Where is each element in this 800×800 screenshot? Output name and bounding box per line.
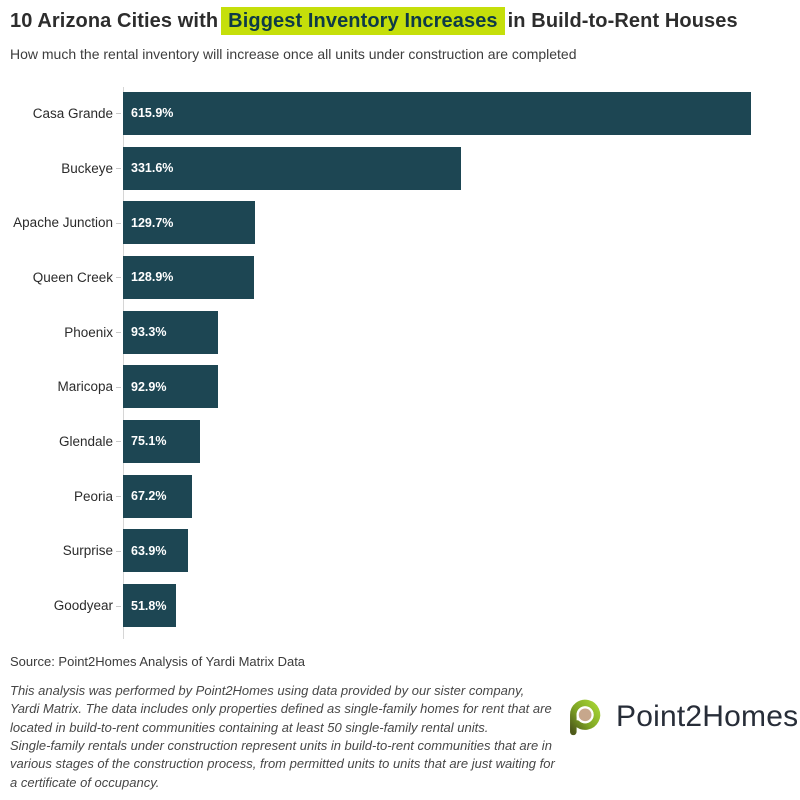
- category-label: Peoria: [10, 489, 123, 504]
- point2homes-logo: Point2Homes: [565, 696, 798, 738]
- bar-track: 128.9%: [123, 255, 751, 299]
- bar-track: 51.8%: [123, 584, 751, 628]
- y-axis-line: [123, 87, 124, 639]
- category-label: Buckeye: [10, 161, 123, 176]
- bar-row: Goodyear 51.8%: [10, 578, 790, 633]
- bar-track: 93.3%: [123, 310, 751, 354]
- axis-tick-mark: [116, 168, 121, 170]
- axis-tick-mark: [116, 332, 121, 334]
- bar-row: Buckeye 331.6%: [10, 141, 790, 196]
- bar-track: 92.9%: [123, 365, 751, 409]
- category-label: Maricopa: [10, 379, 123, 394]
- axis-tick-mark: [116, 222, 121, 224]
- bar-row: Apache Junction 129.7%: [10, 195, 790, 250]
- value-label: 75.1%: [131, 434, 167, 449]
- value-label: 129.7%: [131, 215, 174, 230]
- category-label: Goodyear: [10, 598, 123, 613]
- bar-track: 129.7%: [123, 201, 751, 245]
- bar: 63.9%: [123, 529, 189, 573]
- category-label: Queen Creek: [10, 270, 123, 285]
- bar-track: 75.1%: [123, 419, 751, 463]
- axis-tick-mark: [116, 277, 121, 279]
- page-title: 10 Arizona Cities with Biggest Inventory …: [10, 7, 738, 35]
- value-label: 93.3%: [131, 325, 167, 340]
- category-label: Glendale: [10, 434, 123, 449]
- bar-track: 615.9%: [123, 91, 751, 135]
- axis-tick-mark: [116, 605, 121, 607]
- chart-subtitle: How much the rental inventory will incre…: [10, 46, 577, 62]
- title-highlight: Biggest Inventory Increases: [221, 7, 505, 35]
- title-prefix: 10 Arizona Cities with: [10, 10, 219, 32]
- bar-row: Maricopa 92.9%: [10, 359, 790, 414]
- bar-track: 63.9%: [123, 529, 751, 573]
- bar-row: Queen Creek 128.9%: [10, 250, 790, 305]
- bar-row: Casa Grande 615.9%: [10, 86, 790, 141]
- bar-track: 331.6%: [123, 146, 751, 190]
- value-label: 331.6%: [131, 161, 174, 176]
- value-label: 51.8%: [131, 598, 167, 613]
- bar-row: Peoria 67.2%: [10, 469, 790, 524]
- value-label: 615.9%: [131, 106, 174, 121]
- bar: 128.9%: [123, 255, 255, 299]
- category-label: Surprise: [10, 543, 123, 558]
- axis-tick-mark: [116, 496, 121, 498]
- bar: 331.6%: [123, 146, 462, 190]
- axis-tick-mark: [116, 550, 121, 552]
- title-suffix: in Build-to-Rent Houses: [507, 10, 738, 32]
- value-label: 128.9%: [131, 270, 174, 285]
- category-label: Casa Grande: [10, 106, 123, 121]
- axis-tick-mark: [116, 386, 121, 388]
- bar: 93.3%: [123, 310, 219, 354]
- bar-chart-rows: Casa Grande 615.9% Buckeye 331.6% Apache Jun…: [10, 86, 790, 633]
- axis-tick-mark: [116, 441, 121, 443]
- methodology-note-1: This analysis was performed by Point2Hom…: [10, 683, 552, 735]
- bar-row: Glendale 75.1%: [10, 414, 790, 469]
- category-label: Apache Junction: [10, 215, 123, 230]
- source-attribution: Source: Point2Homes Analysis of Yardi Ma…: [10, 654, 306, 669]
- bar-row: Surprise 63.9%: [10, 524, 790, 579]
- bar: 67.2%: [123, 474, 192, 518]
- methodology-note-2: Single-family rentals under construction…: [10, 738, 555, 790]
- bar-row: Phoenix 93.3%: [10, 305, 790, 360]
- value-label: 63.9%: [131, 543, 167, 558]
- value-label: 92.9%: [131, 379, 167, 394]
- bar-track: 67.2%: [123, 474, 751, 518]
- bar: 51.8%: [123, 584, 176, 628]
- bar: 615.9%: [123, 91, 751, 135]
- point2homes-logo-icon: [565, 696, 607, 738]
- bar: 92.9%: [123, 365, 218, 409]
- bar-chart: Casa Grande 615.9% Buckeye 331.6% Apache Jun…: [10, 86, 790, 639]
- bar: 75.1%: [123, 419, 200, 463]
- bar: 129.7%: [123, 201, 256, 245]
- axis-tick-mark: [116, 113, 121, 115]
- category-label: Phoenix: [10, 325, 123, 340]
- value-label: 67.2%: [131, 489, 167, 504]
- logo-wordmark: Point2Homes: [616, 700, 799, 733]
